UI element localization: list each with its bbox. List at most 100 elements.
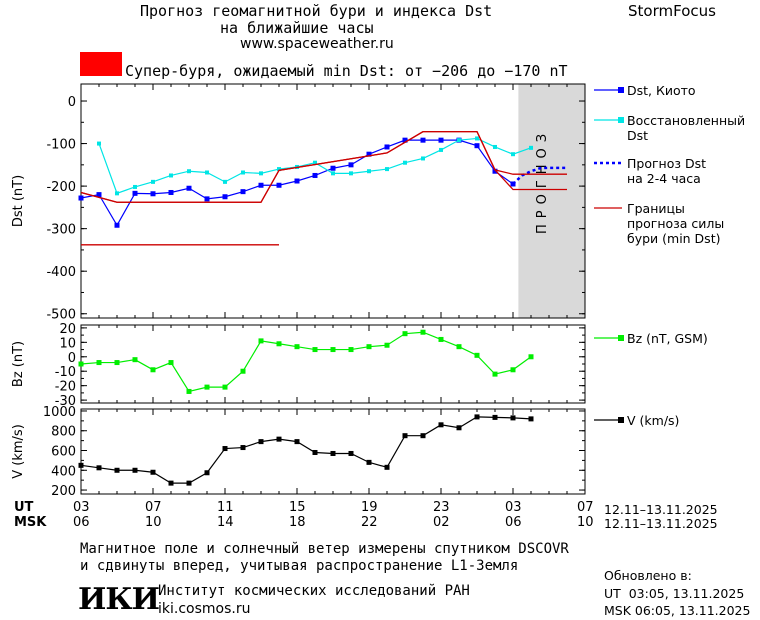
data-point-dst (115, 191, 119, 196)
legend-marker (618, 335, 624, 341)
data-point-v (150, 469, 156, 475)
data-point-bz (348, 347, 354, 353)
data-point-v (438, 422, 444, 428)
legend-label: на 2-4 часа (627, 171, 701, 186)
data-point-dst (259, 171, 263, 176)
chart-title-line1: Прогноз геомагнитной бури и индекса Dst (140, 2, 493, 20)
source-note-line2: и сдвинуты вперед, учитывая распростране… (80, 558, 519, 574)
data-point-bz (150, 367, 156, 373)
data-point-dst (384, 144, 390, 150)
data-point-dst (511, 152, 515, 157)
data-point-v (528, 416, 534, 422)
data-point-v (204, 470, 210, 476)
y-tick-label: -30 (55, 394, 76, 409)
updated-msk: MSK 06:05, 13.11.2025 (604, 603, 751, 618)
data-point-bz (528, 354, 534, 360)
data-point-dst (330, 165, 336, 171)
data-point-dst (276, 182, 282, 188)
time-tick-label: 10 (577, 515, 594, 530)
data-point-v (132, 467, 138, 473)
data-point-v (330, 450, 336, 456)
time-tick-label: 14 (217, 515, 234, 530)
data-point-bz (78, 361, 84, 367)
time-tick-label: 15 (289, 500, 306, 515)
data-point-bz (420, 329, 426, 335)
data-point-bz (384, 342, 390, 348)
data-point-v (510, 415, 516, 421)
data-point-v (78, 462, 84, 468)
time-tick-label: 19 (361, 500, 378, 515)
data-point-dst (97, 141, 101, 146)
chart-title-line2: на ближайшие часы (220, 19, 374, 37)
y-tick-label: 0 (68, 95, 76, 110)
data-point-dst (168, 189, 174, 195)
data-point-bz (258, 338, 264, 344)
data-point-dst (133, 184, 137, 189)
data-point-dst (420, 137, 426, 143)
legend-label: Dst (627, 128, 648, 143)
legend-label: V (km/s) (627, 413, 679, 428)
site-url[interactable]: www.spaceweather.ru (240, 36, 394, 52)
data-point-dst (439, 147, 443, 152)
data-point-v (186, 480, 192, 486)
y-tick-label: -400 (46, 265, 76, 280)
y-tick-label: -300 (46, 223, 76, 238)
data-point-v (96, 465, 102, 471)
data-point-bz (204, 384, 210, 390)
time-tick-label: 11 (217, 500, 234, 515)
data-point-v (294, 439, 300, 445)
data-point-dst (493, 144, 497, 149)
time-tick-label: 02 (433, 515, 450, 530)
y-tick-label: 200 (51, 484, 76, 499)
series-line-dst-1 (98, 137, 532, 195)
data-point-bz (276, 341, 282, 347)
data-point-dst (438, 137, 444, 143)
data-point-dst (529, 145, 533, 150)
legend-label: бури (min Dst) (627, 231, 720, 246)
data-point-dst (312, 172, 318, 178)
data-point-bz (240, 368, 246, 374)
msk-axis-label: MSK (14, 515, 47, 530)
data-point-bz (294, 344, 300, 350)
data-point-bz (312, 347, 318, 353)
data-point-dst (78, 195, 84, 201)
series-line-dst-4 (80, 131, 567, 203)
data-point-v (456, 425, 462, 431)
data-point-bz (330, 347, 336, 353)
panel-frame-bz (80, 324, 586, 404)
y-tick-label: 10 (59, 336, 76, 351)
ut-date-range: 12.11–13.11.2025 (604, 502, 718, 517)
y-axis-label-dst: Dst (nT) (11, 175, 26, 227)
data-point-dst (258, 182, 264, 188)
data-point-dst (132, 190, 138, 196)
time-tick-label: 06 (73, 515, 90, 530)
data-point-dst (222, 194, 228, 200)
time-tick-label: 10 (145, 515, 162, 530)
data-point-dst (367, 169, 371, 174)
y-axis-label-v: V (km/s) (11, 424, 26, 479)
institute-url[interactable]: iki.cosmos.ru (158, 601, 251, 617)
data-point-bz (402, 331, 408, 337)
time-tick-label: 22 (361, 515, 378, 530)
data-point-dst (348, 162, 354, 168)
data-point-bz (168, 360, 174, 366)
forecast-band-label: ПРОГНОЗ (535, 128, 550, 234)
updated-ut: UT 03:05, 13.11.2025 (604, 586, 745, 601)
data-point-dst (457, 138, 461, 143)
data-point-v (258, 439, 264, 445)
data-point-v (168, 480, 174, 486)
data-point-dst (492, 168, 498, 174)
data-point-dst (223, 179, 227, 184)
y-tick-label: 20 (59, 322, 76, 337)
data-point-dst (150, 191, 156, 197)
legend-label: прогноза силы (627, 216, 724, 231)
data-point-bz (492, 371, 498, 377)
data-point-bz (96, 360, 102, 366)
data-point-dst (385, 167, 389, 172)
data-point-bz (510, 367, 516, 373)
data-point-dst (241, 170, 245, 175)
data-point-dst (187, 169, 191, 174)
ut-axis-label: UT (14, 500, 34, 515)
legend-label: Dst, Киото (627, 83, 696, 98)
